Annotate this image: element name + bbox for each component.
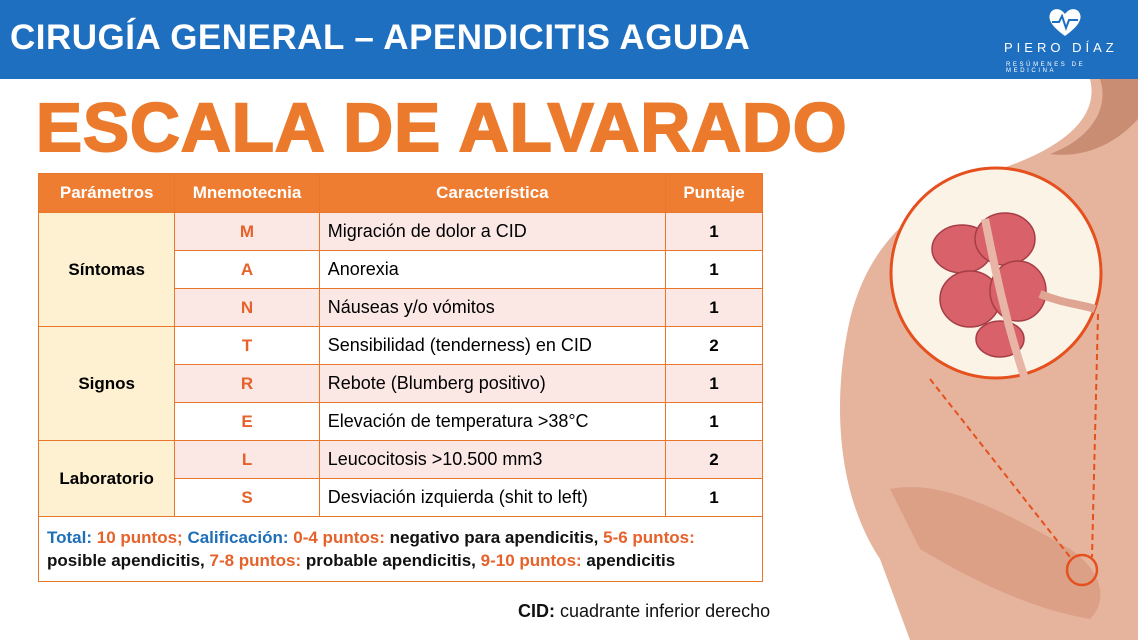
footnote-term: CID: [518, 601, 555, 621]
note-segment: negativo para apendicitis, [389, 528, 599, 547]
points-cell: 1 [665, 478, 763, 517]
mnemonic-cell: S [174, 478, 320, 517]
note-segment: probable apendicitis, [305, 551, 476, 570]
logo-name: PIERO DÍAZ [1004, 40, 1118, 55]
characteristic-cell: Leucocitosis >10.500 mm3 [318, 440, 667, 479]
note-segment: apendicitis [586, 551, 676, 570]
note-segment: 10 puntos; [96, 528, 183, 547]
illustration [840, 79, 1138, 640]
table-row: Signos T Sensibilidad (tenderness) en CID 2 [37, 326, 763, 441]
points-cell: 1 [665, 288, 763, 327]
characteristic-cell: Sensibilidad (tenderness) en CID [318, 326, 667, 365]
note-segment: 9-10 puntos: [480, 551, 582, 570]
header-bar: CIRUGÍA GENERAL – APENDICITIS AGUDA PIER… [0, 0, 1138, 79]
note-segment: posible apendicitis, [47, 551, 205, 570]
note-cell: Total: 10 puntos; Calificación: 0-4 punt… [38, 516, 763, 582]
characteristic-cell: Migración de dolor a CID [318, 212, 667, 251]
points-cell: 1 [665, 402, 763, 441]
characteristic-cell: Náuseas y/o vómitos [318, 288, 667, 327]
footnote-definition: cuadrante inferior derecho [560, 601, 771, 621]
note-segment: Total: [47, 528, 93, 547]
points-cell: 2 [665, 440, 763, 479]
mnemonic-cell: E [174, 402, 320, 441]
mnemonic-cell: L [174, 440, 320, 479]
points-cell: 1 [665, 250, 763, 289]
mnemonic-cell: N [174, 288, 320, 327]
header-row: Parámetros Mnemotecnia Característica Punta… [37, 173, 763, 213]
column-header: Característica [318, 173, 667, 213]
note-segment: 5-6 puntos: [603, 528, 695, 547]
note-segment: Calificación: [187, 528, 289, 547]
footnote: CID: cuadrante inferior derecho [518, 601, 770, 622]
mnemonic-cell: M [174, 212, 320, 251]
group-cell: Signos [37, 326, 176, 441]
table-row: Laboratorio L Leucocitosis >10.500 mm3 2 [37, 440, 763, 517]
logo-heart [1049, 9, 1081, 36]
characteristic-cell: Desviación izquierda (shit to left) [318, 478, 667, 517]
group-cell: Laboratorio [37, 440, 176, 517]
note-segment: 7-8 puntos: [209, 551, 302, 570]
characteristic-cell: Elevación de temperatura >38°C [318, 402, 667, 441]
table-row: N Náuseas y/o vómitos 1 [39, 288, 763, 327]
mnemonic-cell: A [174, 250, 320, 289]
points-cell: 2 [665, 326, 763, 365]
characteristic-cell: Anorexia [318, 250, 667, 289]
logo-tagline: RESÚMENES DE MEDICINA [1006, 62, 1086, 74]
mnemonic-cell: R [174, 364, 320, 403]
table-row: Síntomas M Migración de dolor a CID 1 [37, 212, 763, 327]
column-header: Parámetros [37, 173, 176, 213]
header-title: CIRUGÍA GENERAL – APENDICITIS AGUDA [10, 18, 751, 57]
main-heading: ESCALA DE ALVARADO [35, 88, 848, 167]
column-header: Mnemotecnia [174, 173, 320, 213]
table-row: S Desviación izquierda (shit to left) 1 [39, 478, 763, 517]
points-cell: 1 [665, 212, 763, 251]
note-row: Total: 10 puntos; Calificación: 0-4 punt… [38, 516, 763, 582]
group-cell: Síntomas [37, 212, 176, 327]
points-cell: 1 [665, 364, 763, 403]
note-segment: 0-4 puntos: [293, 528, 385, 547]
column-header: Puntaje [665, 173, 763, 213]
alvarado-table: Parámetros Mnemotecnia Característica Punta… [37, 173, 763, 582]
characteristic-cell: Rebote (Blumberg positivo) [318, 364, 667, 403]
mnemonic-cell: T [174, 326, 320, 365]
table-row: R Rebote (Blumberg positivo) 1 [39, 364, 763, 403]
